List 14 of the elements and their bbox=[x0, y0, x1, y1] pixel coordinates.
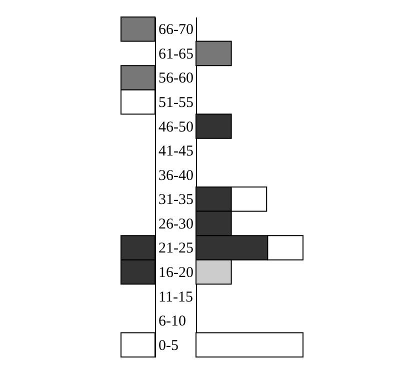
y-tick-label: 36-40 bbox=[158, 168, 194, 184]
y-tick-label: 51-55 bbox=[158, 95, 194, 111]
y-tick-label: 66-70 bbox=[158, 22, 194, 38]
y-tick-label: 41-45 bbox=[158, 144, 194, 160]
y-tick-label: 26-30 bbox=[158, 216, 194, 232]
y-tick-label: 61-65 bbox=[158, 46, 194, 62]
y-tick-label: 21-25 bbox=[158, 240, 194, 257]
y-tick-label: 56-60 bbox=[158, 70, 194, 87]
y-tick-label: 16-20 bbox=[158, 265, 194, 281]
y-tick-label: 46-50 bbox=[158, 119, 194, 136]
y-tick-label: 11-15 bbox=[158, 289, 193, 306]
y-tick-label: 6-10 bbox=[158, 314, 186, 330]
y-tick-label: 0-5 bbox=[158, 338, 178, 354]
y-tick-label: 31-35 bbox=[158, 192, 194, 208]
